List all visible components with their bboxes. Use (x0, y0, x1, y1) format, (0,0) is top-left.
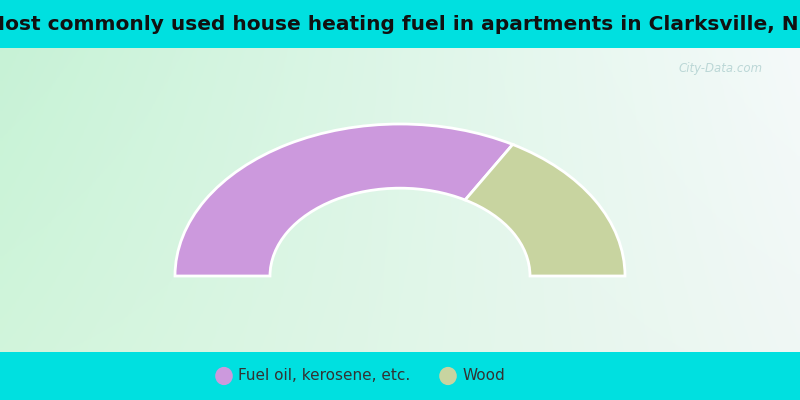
Wedge shape (175, 124, 513, 276)
Text: Most commonly used house heating fuel in apartments in Clarksville, NH: Most commonly used house heating fuel in… (0, 14, 800, 34)
Wedge shape (465, 144, 625, 276)
Ellipse shape (439, 367, 457, 385)
Ellipse shape (215, 367, 233, 385)
Text: City-Data.com: City-Data.com (678, 62, 762, 74)
Text: Wood: Wood (462, 368, 505, 384)
Text: Fuel oil, kerosene, etc.: Fuel oil, kerosene, etc. (238, 368, 410, 384)
